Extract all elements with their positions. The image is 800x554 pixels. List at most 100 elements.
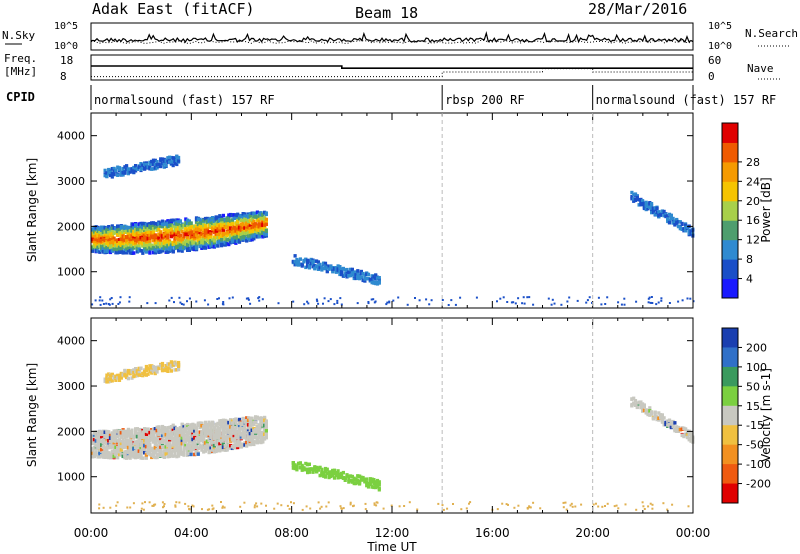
echo-cell (125, 246, 129, 250)
echo-cell (91, 434, 95, 438)
clutter-cell (303, 303, 306, 306)
cpid-label: CPID (6, 90, 35, 104)
echo-cell (151, 454, 156, 459)
clutter-cell (425, 298, 428, 301)
echo-cell (225, 242, 229, 246)
echo-cell (229, 430, 233, 434)
echo-cell (248, 423, 252, 428)
echo-cell (639, 402, 643, 407)
echo-cell (119, 442, 123, 447)
echo-cell (171, 430, 175, 435)
echo-cell (151, 452, 156, 456)
echo-cell (166, 229, 170, 233)
echo-cell (227, 420, 231, 425)
echo-cell (96, 444, 100, 449)
echo-cell (132, 240, 136, 245)
echo-cell (94, 450, 98, 455)
echo-cell (194, 246, 199, 250)
echo-cell (214, 225, 218, 230)
echo-cell (130, 234, 134, 239)
echo-cell (212, 216, 216, 221)
echo-cell (216, 446, 220, 451)
echo-cell (146, 236, 150, 241)
echo-cell (153, 371, 157, 376)
echo-cell (361, 278, 365, 283)
echo-cell (166, 426, 170, 430)
clutter-cell (562, 506, 565, 509)
echo-cell (171, 159, 175, 164)
echo-cell (345, 268, 349, 272)
echo-cell (211, 240, 215, 244)
echo-cell (184, 446, 188, 450)
echo-cell (155, 425, 159, 430)
echo-cell (259, 212, 263, 217)
echo-cell (130, 450, 134, 455)
echo-cell (359, 275, 363, 280)
clutter-cell (188, 508, 191, 511)
echo-cell (250, 437, 254, 442)
echo-cell (212, 219, 216, 223)
echo-cell (261, 222, 265, 226)
echo-cell (347, 474, 351, 478)
echo-cell (103, 243, 107, 248)
echo-cell (175, 225, 179, 229)
echo-cell (177, 433, 181, 437)
echo-cell (116, 376, 120, 380)
clutter-cell (623, 303, 626, 306)
echo-cell (160, 445, 165, 449)
echo-cell (148, 251, 152, 255)
echo-cell (110, 167, 114, 171)
echo-cell (252, 225, 256, 229)
clutter-cell (188, 297, 191, 300)
echo-cell (173, 447, 177, 451)
echo-cell (168, 247, 172, 251)
echo-cell (187, 426, 191, 430)
echo-cell (159, 230, 163, 234)
echo-cell (209, 217, 213, 221)
echo-cell (153, 440, 157, 444)
echo-cell (187, 438, 191, 443)
echo-cell (200, 225, 204, 229)
echo-cell (216, 229, 220, 234)
clutter-cell (342, 507, 345, 510)
echo-cell (107, 433, 111, 437)
echo-cell (261, 235, 265, 239)
echo-cell (146, 429, 150, 434)
echo-cell (630, 190, 634, 195)
echo-cell (173, 233, 177, 237)
echo-cell (175, 220, 179, 224)
echo-cell (125, 251, 129, 255)
echo-cell (94, 226, 98, 230)
clutter-cell (604, 303, 607, 305)
echo-cell (184, 230, 188, 234)
echo-cell (230, 221, 234, 226)
echo-cell (117, 373, 122, 378)
echo-cell (261, 216, 265, 220)
echo-cell (257, 440, 261, 444)
echo-cell (128, 454, 132, 458)
colorbar-tick-label: 12 (746, 234, 760, 247)
echo-cell (298, 461, 302, 465)
echo-cell (168, 454, 172, 459)
echo-cell (200, 223, 204, 227)
clutter-cell (499, 297, 502, 300)
colorbar-tick-label: 50 (746, 380, 760, 393)
echo-cell (341, 274, 345, 278)
echo-cell (245, 226, 249, 231)
echo-cell (166, 369, 170, 373)
echo-cell (141, 166, 145, 170)
echo-cell (220, 234, 224, 238)
echo-cell (198, 221, 202, 226)
echo-cell (678, 226, 682, 231)
echo-cell (193, 429, 197, 434)
echo-cell (331, 470, 335, 475)
echo-cell (139, 241, 143, 245)
echo-cell (667, 418, 672, 422)
echo-cell (178, 443, 182, 448)
clutter-cell (532, 303, 535, 306)
echo-cell (100, 225, 104, 229)
clutter-cell (560, 303, 563, 306)
echo-cell (309, 467, 313, 471)
echo-cell (160, 222, 165, 227)
clutter-cell (323, 297, 326, 300)
